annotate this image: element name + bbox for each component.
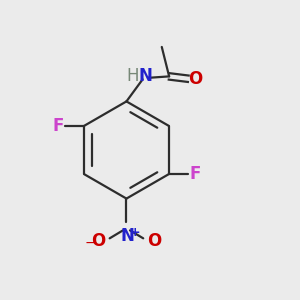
Text: +: + <box>130 226 141 239</box>
Text: F: F <box>189 165 201 183</box>
Text: O: O <box>147 232 161 250</box>
Text: H: H <box>126 67 139 85</box>
Text: N: N <box>121 226 135 244</box>
Text: O: O <box>188 70 202 88</box>
Text: F: F <box>52 117 64 135</box>
Text: N: N <box>138 67 152 85</box>
Text: −: − <box>84 236 96 250</box>
Text: O: O <box>91 232 106 250</box>
